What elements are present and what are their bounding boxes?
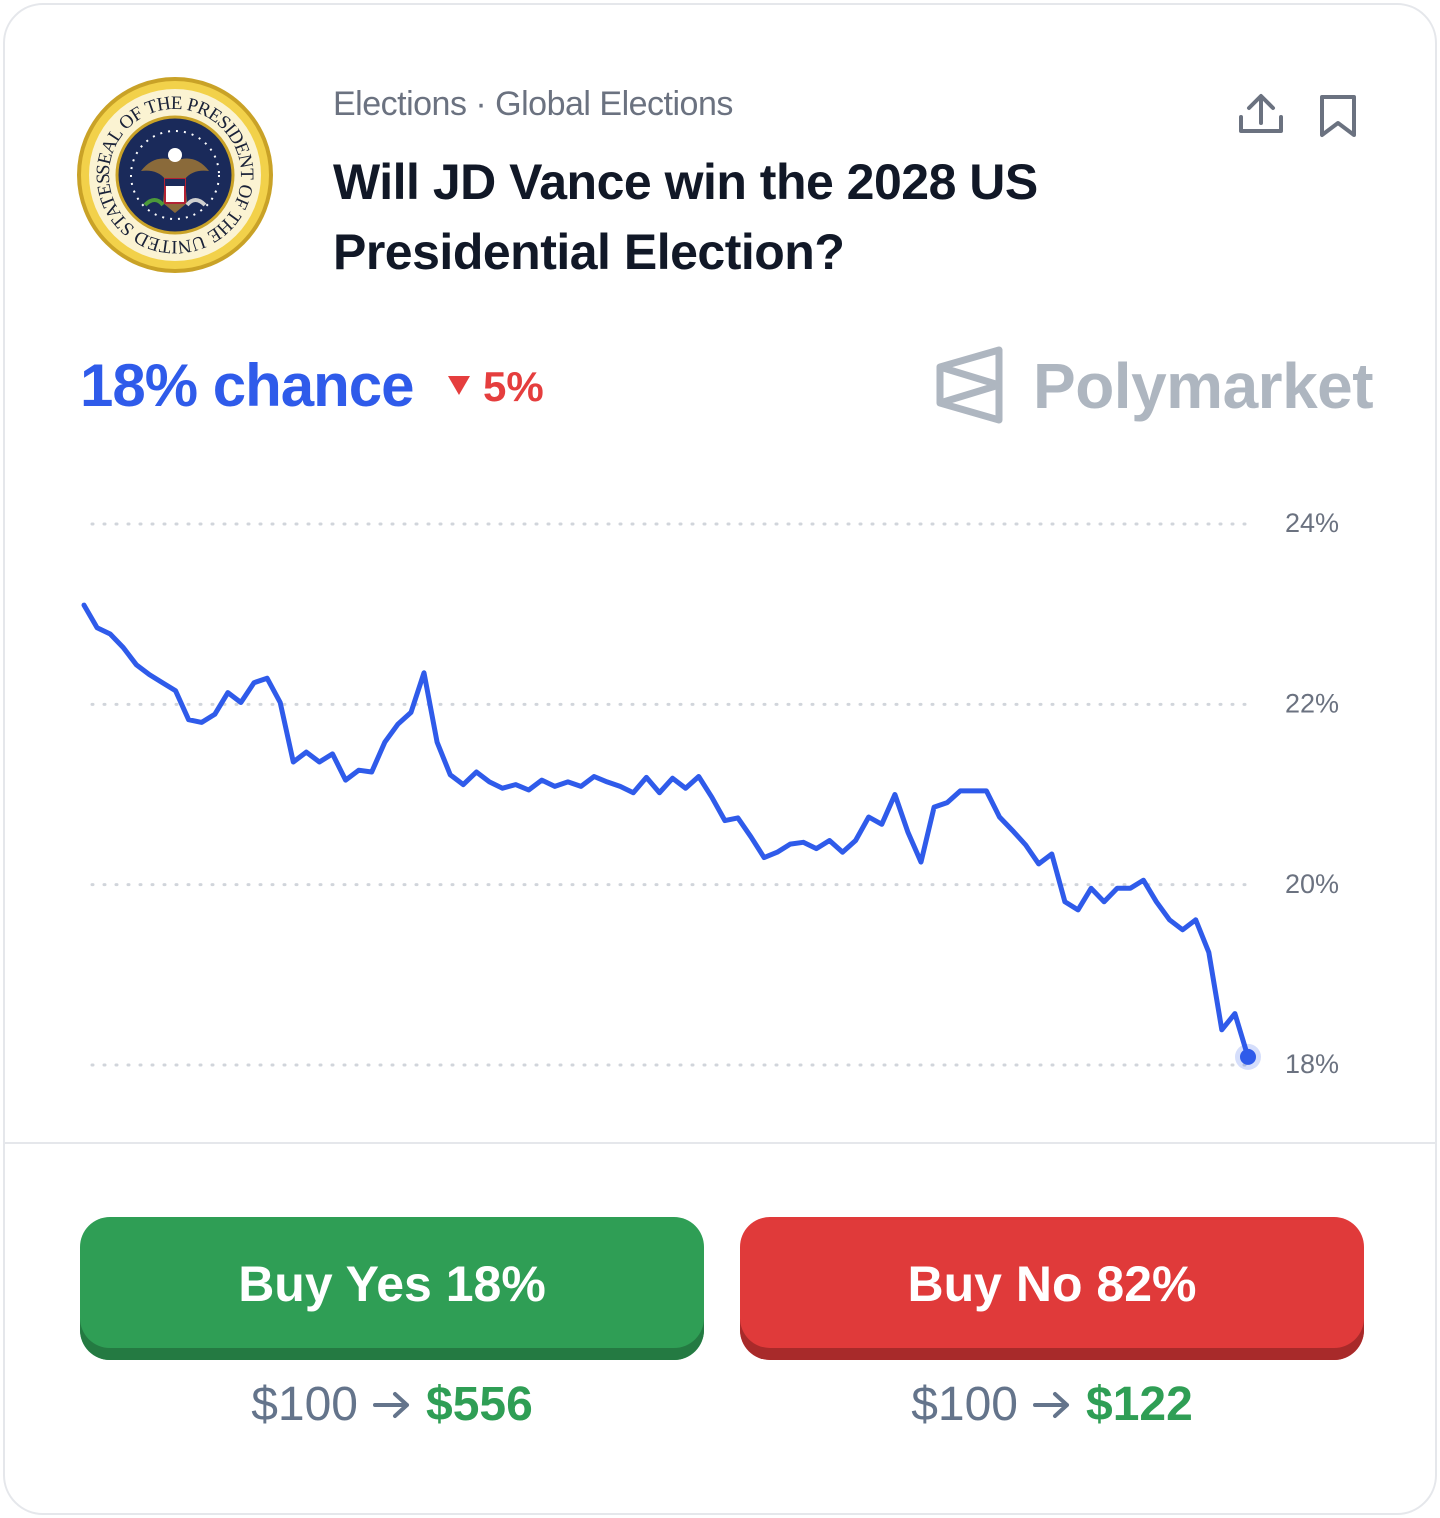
- chance: 18% chance: [80, 352, 415, 419]
- change-value: 5%: [483, 363, 544, 410]
- y-tick-label: 24%: [1285, 508, 1339, 538]
- brand-logo: [936, 346, 1003, 424]
- market-card: SEAL OF THE PRESIDENT OF THE UNITED STAT…: [3, 3, 1437, 1515]
- market-title: Will JD Vance win the 2028 US Presidenti…: [333, 154, 1038, 280]
- payout: $122: [1086, 1378, 1193, 1431]
- down-triangle: [448, 376, 470, 395]
- price-line: [81, 602, 1251, 1060]
- breadcrumb[interactable]: Elections · Global Elections: [333, 85, 733, 123]
- no-payout: $100 $122: [740, 1377, 1364, 1432]
- brand: Polymarket: [1033, 350, 1374, 422]
- stake: $100: [911, 1378, 1018, 1431]
- buy-yes-button[interactable]: Buy Yes 18%: [80, 1217, 704, 1360]
- seal-logo: SEAL OF THE PRESIDENT OF THE UNITED STAT…: [77, 77, 273, 273]
- share-icon[interactable]: [1239, 94, 1283, 133]
- stake: $100: [251, 1378, 358, 1431]
- arrow: [1033, 1391, 1069, 1418]
- payout: $556: [426, 1378, 533, 1431]
- arrow: [373, 1391, 409, 1418]
- card-graphics: SEAL OF THE PRESIDENT OF THE UNITED STAT…: [5, 77, 1435, 1144]
- y-tick-label: 22%: [1285, 688, 1339, 718]
- buy-no-button[interactable]: Buy No 82%: [740, 1217, 1364, 1360]
- last-point: [1240, 1048, 1256, 1065]
- change: 5%: [447, 363, 544, 411]
- y-tick-label: 18%: [1285, 1049, 1339, 1079]
- button-label: Buy No 82%: [907, 1255, 1197, 1312]
- y-tick-label: 20%: [1285, 869, 1339, 899]
- bookmark-icon[interactable]: [1320, 95, 1356, 137]
- button-label: Buy Yes 18%: [238, 1255, 546, 1312]
- yes-payout: $100 $556: [80, 1377, 704, 1432]
